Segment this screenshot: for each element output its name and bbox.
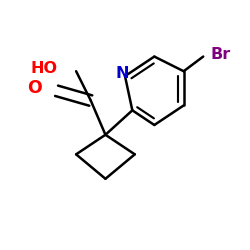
Text: N: N: [116, 66, 129, 81]
Text: O: O: [27, 79, 42, 97]
Text: Br: Br: [210, 46, 231, 62]
Text: HO: HO: [31, 61, 58, 76]
